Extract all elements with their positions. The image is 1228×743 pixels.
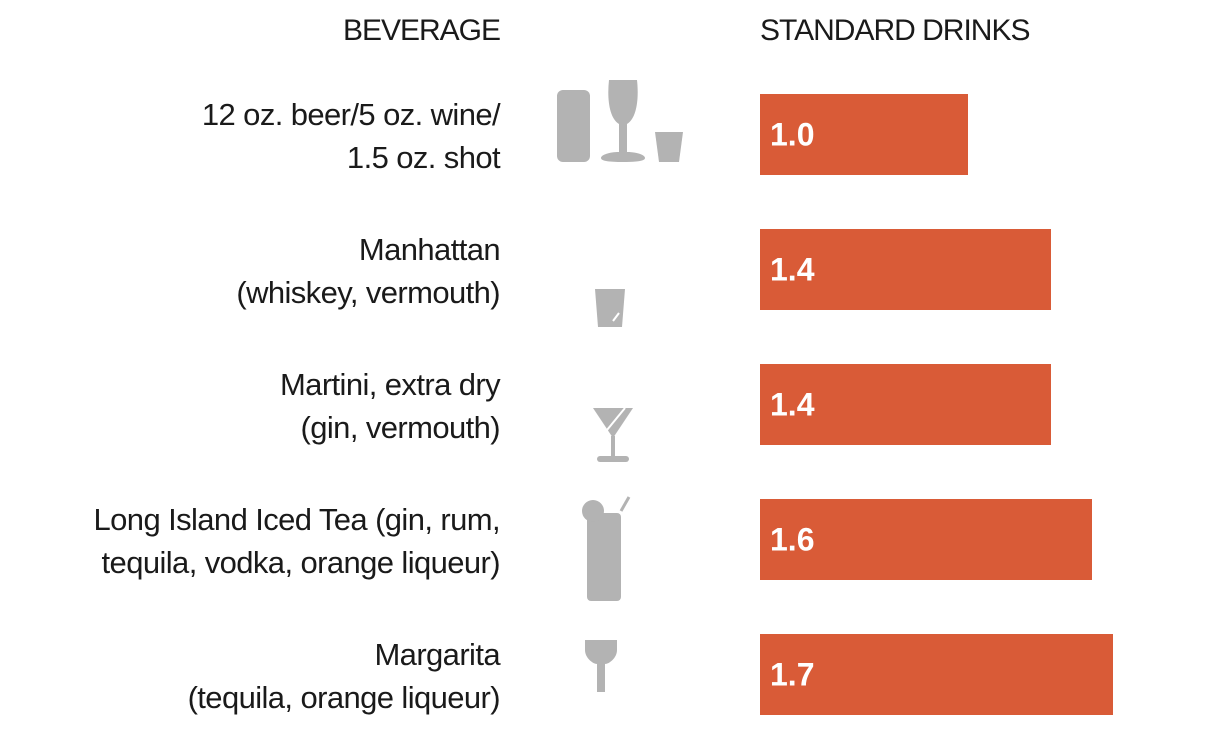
bar-row: Manhattan (whiskey, vermouth) 1.4 bbox=[0, 203, 1228, 338]
beer-wine-shot-icon bbox=[557, 80, 683, 162]
category-label-line: tequila, vodka, orange liqueur) bbox=[101, 544, 501, 580]
category-label: Margarita (tequila, orange liqueur) bbox=[187, 608, 501, 743]
bar-row: Margarita (tequila, orange liqueur) 1.7 bbox=[0, 608, 1228, 743]
beverage-header: BEVERAGE bbox=[342, 14, 501, 47]
category-label-line: Martini, extra dry bbox=[279, 366, 501, 402]
standard-drinks-header: STANDARD DRINKS bbox=[760, 14, 1030, 47]
bar: 1.6 bbox=[760, 499, 1092, 580]
category-label: 12 oz. beer/5 oz. wine/1.5 oz. shot bbox=[201, 68, 501, 203]
category-label-line: (gin, vermouth) bbox=[300, 409, 501, 445]
category-label-line: 12 oz. beer/5 oz. wine/ bbox=[201, 96, 501, 132]
category-label: Manhattan (whiskey, vermouth) bbox=[236, 203, 500, 338]
bar-row: Long Island Iced Tea (gin, rum, tequila, … bbox=[0, 473, 1228, 608]
value-label: 1.6 bbox=[770, 521, 815, 557]
category-label-line: (tequila, orange liqueur) bbox=[187, 679, 501, 715]
bar: 1.0 bbox=[760, 94, 968, 175]
bar: 1.4 bbox=[760, 364, 1051, 445]
category-label-line: Margarita bbox=[374, 636, 500, 672]
bar: 1.4 bbox=[760, 229, 1051, 310]
margarita-glass-icon bbox=[585, 640, 617, 692]
category-label-line: Manhattan bbox=[358, 231, 501, 267]
rocks-glass-icon bbox=[595, 289, 625, 327]
category-label-line: Long Island Iced Tea (gin, rum, bbox=[93, 501, 501, 537]
category-label-line: (whiskey, vermouth) bbox=[236, 274, 500, 310]
bar: 1.7 bbox=[760, 634, 1113, 715]
category-label: Martini, extra dry (gin, vermouth) bbox=[279, 338, 501, 473]
highball-glass-icon bbox=[582, 496, 631, 601]
value-label: 1.0 bbox=[770, 116, 815, 152]
bar-row: 12 oz. beer/5 oz. wine/1.5 oz. shot 1.0 bbox=[0, 68, 1228, 203]
value-label: 1.4 bbox=[770, 386, 815, 422]
value-label: 1.7 bbox=[770, 656, 815, 692]
bar-row: Martini, extra dry (gin, vermouth) 1.4 bbox=[0, 338, 1228, 473]
category-label: Long Island Iced Tea (gin, rum, tequila, … bbox=[93, 473, 501, 608]
category-label-line: 1.5 oz. shot bbox=[346, 139, 501, 175]
martini-glass-icon bbox=[593, 407, 633, 462]
value-label: 1.4 bbox=[770, 251, 815, 287]
